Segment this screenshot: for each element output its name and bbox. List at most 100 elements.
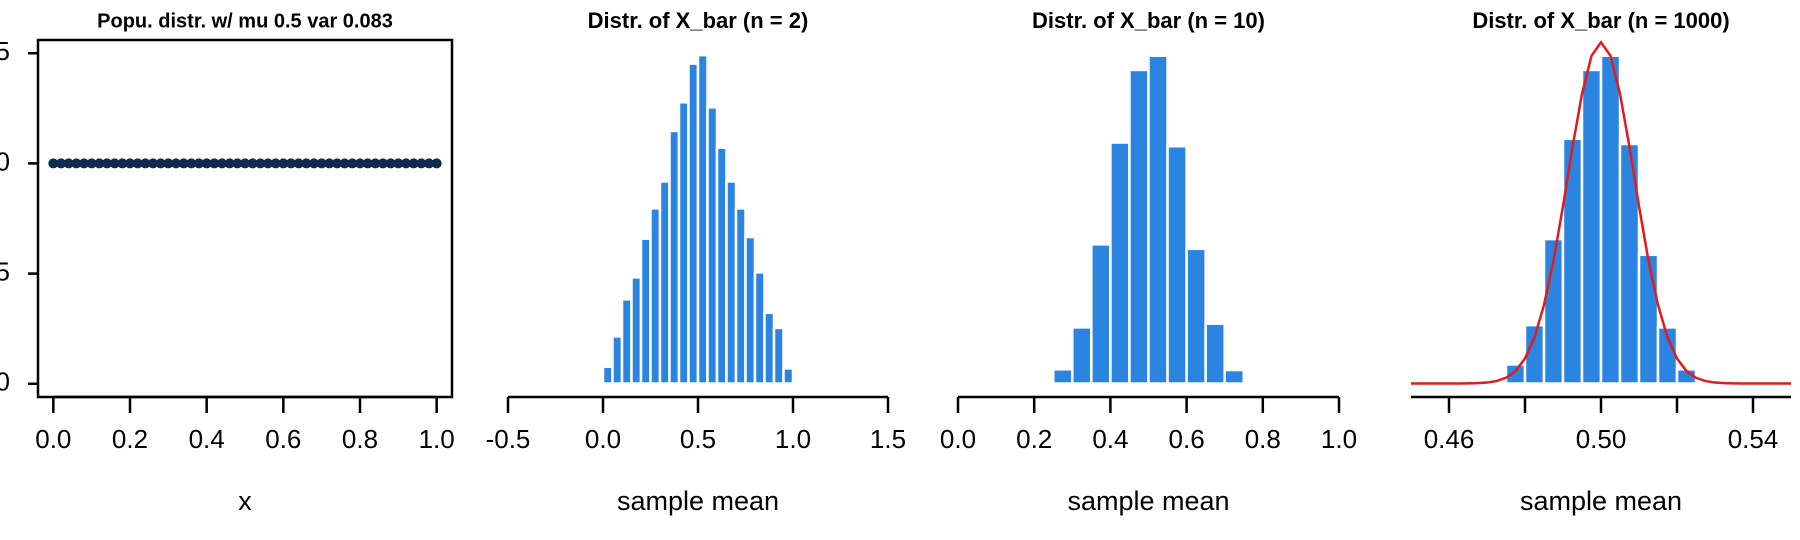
y-tick-label: 1.0 xyxy=(0,146,10,176)
x-tick-label: 0.46 xyxy=(1424,424,1475,454)
x-tick-label: 0.2 xyxy=(1016,424,1052,454)
x-tick-label: 0.6 xyxy=(265,424,301,454)
y-tick-label: 0.5 xyxy=(0,256,10,286)
bar xyxy=(1052,368,1074,385)
point xyxy=(332,158,342,169)
bar xyxy=(1109,141,1131,385)
point xyxy=(378,158,388,169)
point xyxy=(316,158,327,169)
point xyxy=(86,158,97,169)
bar xyxy=(1128,68,1150,385)
bar xyxy=(763,311,776,385)
x-tick-label: 0.8 xyxy=(1245,424,1281,454)
bar xyxy=(1223,368,1245,385)
point xyxy=(385,158,396,169)
point xyxy=(48,158,59,169)
point xyxy=(217,158,227,169)
point xyxy=(171,158,181,169)
bar xyxy=(706,106,719,385)
point xyxy=(109,158,120,169)
point xyxy=(224,158,235,169)
x-tick-label: 0.4 xyxy=(1092,424,1128,454)
point xyxy=(270,158,281,169)
chart-title: Distr. of X_bar (n = 10) xyxy=(1032,8,1265,33)
point xyxy=(393,158,404,169)
point xyxy=(148,158,158,169)
point xyxy=(56,158,66,169)
bar xyxy=(744,235,757,385)
x-tick-label: 0.2 xyxy=(112,424,148,454)
x-tick-label: 0.4 xyxy=(189,424,225,454)
point xyxy=(79,158,89,169)
point xyxy=(63,158,74,169)
bar xyxy=(1147,54,1169,385)
x-tick-label: 0.6 xyxy=(1169,424,1205,454)
bar xyxy=(734,207,747,385)
point xyxy=(117,158,128,169)
x-tick-label: 0.8 xyxy=(342,424,378,454)
point xyxy=(370,158,381,169)
x-tick-label: -0.5 xyxy=(486,424,531,454)
point xyxy=(401,158,411,169)
point xyxy=(347,158,358,169)
x-axis-label: x xyxy=(238,486,252,516)
point xyxy=(163,158,174,169)
x-tick-label: 1.0 xyxy=(775,424,811,454)
x-tick-label: 0.50 xyxy=(1576,424,1627,454)
point xyxy=(424,158,434,169)
point xyxy=(201,158,212,169)
bar xyxy=(1637,253,1660,385)
x-axis-label: sample mean xyxy=(1520,486,1682,516)
bar xyxy=(630,276,643,385)
point xyxy=(431,158,442,169)
point xyxy=(247,158,258,169)
bar xyxy=(1071,326,1093,385)
point xyxy=(178,158,189,169)
point xyxy=(355,158,365,169)
point xyxy=(309,158,319,169)
point xyxy=(339,158,350,169)
point xyxy=(416,158,427,169)
bar xyxy=(1185,247,1207,385)
bar xyxy=(782,367,795,385)
density-curve xyxy=(1411,40,1791,385)
point xyxy=(362,158,373,169)
point xyxy=(408,158,419,169)
bar xyxy=(1090,243,1112,385)
point xyxy=(278,158,289,169)
bar xyxy=(677,101,690,385)
point xyxy=(94,158,105,169)
point xyxy=(286,158,296,169)
bar xyxy=(1504,363,1527,385)
x-tick-label: 0.5 xyxy=(680,424,716,454)
bar xyxy=(649,207,662,385)
bar xyxy=(1599,54,1622,385)
point xyxy=(186,158,197,169)
y-tick-label: 1.5 xyxy=(0,36,10,66)
bar xyxy=(772,326,785,385)
bar xyxy=(639,237,652,385)
chart-title: Distr. of X_bar (n = 2) xyxy=(588,8,809,33)
bar xyxy=(668,129,681,385)
bar xyxy=(658,180,671,385)
point xyxy=(240,158,250,169)
bar xyxy=(715,146,728,385)
bar xyxy=(753,271,766,385)
point xyxy=(140,158,151,169)
point xyxy=(194,158,204,169)
x-tick-label: 0.0 xyxy=(940,424,976,454)
bar xyxy=(1580,68,1603,385)
bar xyxy=(696,53,709,385)
x-tick-label: 1.5 xyxy=(870,424,906,454)
y-tick-label: 0.0 xyxy=(0,367,10,397)
point xyxy=(232,158,243,169)
bar xyxy=(1032,380,1055,385)
bar xyxy=(611,335,624,385)
x-tick-label: 0.0 xyxy=(35,424,71,454)
x-tick-label: 0.0 xyxy=(585,424,621,454)
bar xyxy=(1618,142,1641,385)
bar xyxy=(1166,145,1188,385)
chart-title: Distr. of X_bar (n = 1000) xyxy=(1472,8,1729,33)
bar xyxy=(601,365,614,385)
